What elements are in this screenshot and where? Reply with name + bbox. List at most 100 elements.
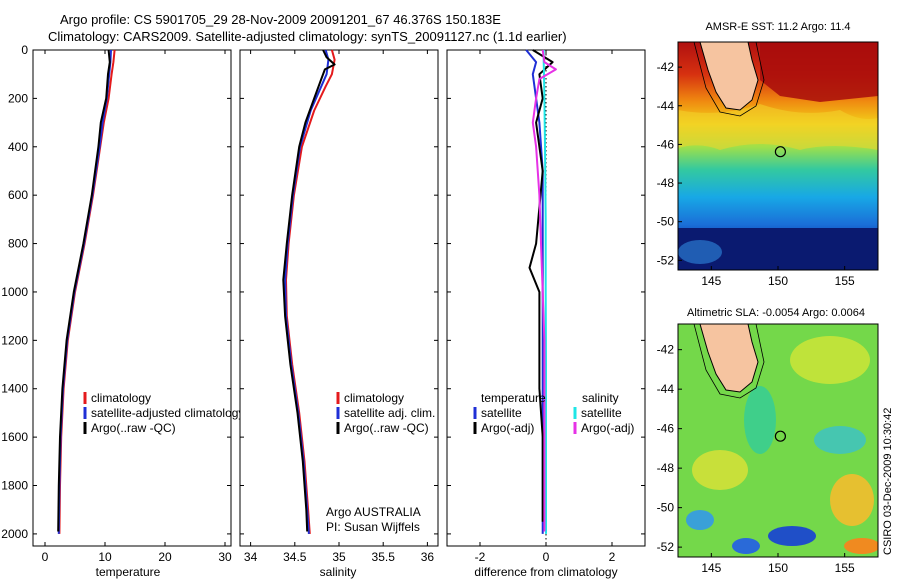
temperature-x-axis: 0 10 20 30 — [42, 50, 232, 564]
salinity-panel-series-black — [282, 49, 336, 532]
sla-high-patch-2 — [692, 450, 748, 490]
sla-argo-location-marker — [774, 430, 787, 442]
sst-map-ytick-label: -46 — [657, 137, 675, 151]
difference-xlabel: difference from climatology — [474, 565, 617, 579]
sla-map-ytick-label: -42 — [657, 343, 675, 357]
depth-tick-label: 1400 — [1, 382, 28, 396]
difference-panel-series-cyan — [542, 50, 547, 534]
depth-tick-label: 600 — [8, 188, 28, 202]
sla-map-xtick-label: 145 — [701, 561, 721, 575]
salinity-panel-xtick-label: 34 — [244, 550, 258, 564]
temperature-xlabel: temperature — [96, 565, 161, 579]
sla-map-ytick-label: -48 — [657, 461, 675, 475]
difference-panel-xtick-label: 0 — [543, 550, 550, 564]
salinity-profiles — [282, 49, 336, 534]
depth-axis: 0 200 400 600 800 1000 1200 1400 1600 1800 2000 — [1, 43, 231, 541]
temperature-axes-box — [32, 49, 232, 547]
depth-tick-label: 400 — [8, 140, 28, 154]
depth-tick-label: 1800 — [1, 479, 28, 493]
sst-argo-location-marker — [774, 146, 787, 158]
temperature-legend-entry-label: satellite-adjusted climatology — [91, 406, 244, 420]
temperature-panel-series-black — [57, 49, 111, 532]
difference-legend-temp-argo-label: Argo(-adj) — [481, 421, 534, 435]
difference-profiles — [525, 49, 557, 534]
sla-map-xtick-label: 155 — [835, 561, 855, 575]
salinity-legend-entry-label: Argo(..raw -QC) — [344, 421, 429, 435]
temperature-panel-xtick-label: 0 — [42, 550, 49, 564]
sla-map-ytick-label: -52 — [657, 540, 675, 554]
temperature-profiles — [57, 49, 116, 534]
figure-title-line2: Climatology: CARS2009. Satellite-adjuste… — [48, 29, 567, 44]
salinity-panel-xtick-label: 35.5 — [372, 550, 396, 564]
sla-low-patch-1 — [744, 386, 776, 454]
sst-cold-eddy — [678, 240, 722, 264]
salinity-panel: 34 34.5 35 35.5 36 salinity climatologysatel… — [239, 49, 439, 579]
temperature-panel-xtick-label: 20 — [158, 550, 172, 564]
figure-title-line1: Argo profile: CS 5901705_29 28-Nov-2009 … — [60, 12, 501, 27]
sla-high-patch-3 — [830, 474, 874, 526]
float-owner-label: Argo AUSTRALIA — [326, 505, 421, 519]
depth-tick-label: 800 — [8, 237, 28, 251]
sst-warm-patch — [760, 42, 878, 102]
salinity-panel-xtick-label: 34.5 — [283, 550, 307, 564]
difference-legend-temp-satellite-label: satellite — [481, 406, 522, 420]
sla-map-title: Altimetric SLA: -0.0054 Argo: 0.0064 — [687, 307, 865, 319]
sla-high-patch-4 — [844, 538, 878, 554]
difference-panel-xtick-label: -2 — [475, 550, 486, 564]
salinity-legend-entry-label: satellite adj. clim. — [344, 406, 435, 420]
sla-map-panel: Altimetric SLA: -0.0054 Argo: 0.0064 145… — [657, 307, 879, 575]
depth-tick-label: 1000 — [1, 285, 28, 299]
difference-panel-xtick-label: 2 — [609, 550, 616, 564]
difference-legend-temperature-title: temperature — [481, 391, 546, 405]
salinity-panel-xtick-label: 35 — [332, 550, 346, 564]
sla-map-ytick-label: -44 — [657, 382, 675, 396]
sla-map-xtick-label: 150 — [768, 561, 788, 575]
salinity-panel-xtick-label: 36 — [421, 550, 435, 564]
difference-panel: -2 0 2 difference from climatology tempera… — [446, 49, 646, 579]
temperature-legend-entry-label: Argo(..raw -QC) — [91, 421, 176, 435]
sla-low-patch-5 — [732, 538, 760, 554]
sst-map-title: AMSR-E SST: 11.2 Argo: 11.4 — [705, 21, 850, 33]
sst-tasmania-land — [699, 42, 759, 111]
sst-map-ytick-label: -44 — [657, 99, 675, 113]
sst-front-band — [678, 104, 878, 150]
sst-map-xtick-label: 150 — [768, 274, 788, 288]
sla-map-ytick-label: -46 — [657, 422, 675, 436]
difference-legend-salinity-title: salinity — [582, 391, 619, 405]
difference-legend: temperaturesatelliteArgo(-adj)salinitysa… — [473, 391, 634, 435]
difference-panel-series-magenta — [531, 49, 557, 532]
salinity-legend-entry-label: climatology — [344, 391, 404, 405]
sst-cold-band — [678, 228, 878, 270]
sst-map-panel: AMSR-E SST: 11.2 Argo: 11.4 145 150 155 -42… — [657, 21, 879, 288]
sla-low-patch-3 — [686, 510, 714, 530]
sla-low-patch-2 — [814, 426, 866, 454]
sst-map-ytick-label: -52 — [657, 253, 675, 267]
difference-x-axis: -2 0 2 — [447, 49, 645, 564]
sla-shelf-contour — [693, 324, 765, 399]
temperature-panel-xtick-label: 30 — [218, 550, 232, 564]
depth-tick-label: 0 — [21, 43, 28, 57]
sst-map-xtick-label: 145 — [701, 274, 721, 288]
temperature-legend-entry-label: climatology — [91, 391, 151, 405]
sla-high-patch-1 — [790, 336, 870, 384]
salinity-x-axis: 34 34.5 35 35.5 36 — [240, 49, 438, 564]
sst-shelf-contour — [693, 42, 765, 117]
temperature-panel: 0 200 400 600 800 1000 1200 1400 1600 1800 2000 0 1… — [1, 43, 244, 579]
temperature-panel-xtick-label: 10 — [98, 550, 112, 564]
csiro-timestamp: CSIRO 03-Dec-2009 10:30:42 — [882, 408, 894, 555]
sla-tasmania-land — [699, 324, 759, 393]
sst-map-axes: 145 150 155 -42 -44 -46 -48 -50 -52 — [657, 60, 855, 288]
sla-low-patch-4 — [768, 526, 816, 546]
sst-map-xtick-label: 155 — [835, 274, 855, 288]
salinity-xlabel: salinity — [320, 565, 357, 579]
difference-legend-sal-argo-label: Argo(-adj) — [581, 421, 634, 435]
salinity-axes-box — [239, 49, 439, 547]
float-pi-label: PI: Susan Wijffels — [326, 520, 420, 534]
depth-tick-label: 200 — [8, 91, 28, 105]
depth-tick-label: 1200 — [1, 333, 28, 347]
difference-legend-sal-satellite-label: satellite — [581, 406, 622, 420]
sla-map-axes: 145 150 155 -42 -44 -46 -48 -50 -52 — [657, 343, 855, 575]
